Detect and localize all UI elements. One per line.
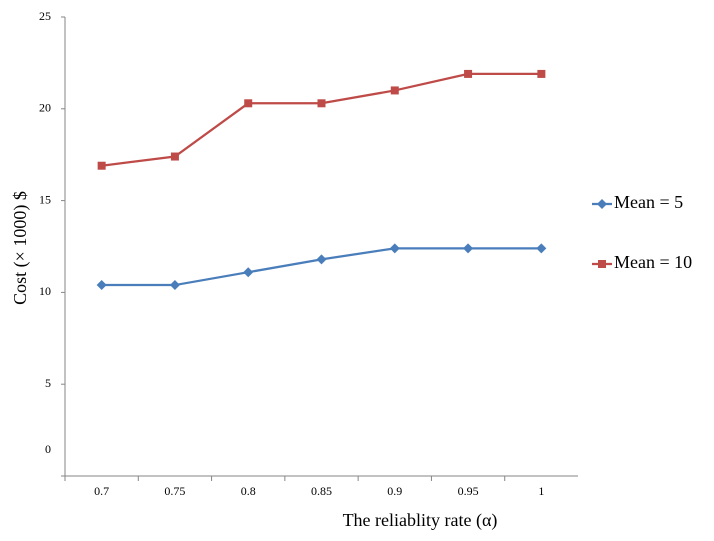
y-tick-label: 0: [45, 442, 51, 456]
legend-marker: [597, 199, 607, 209]
legend-label: Mean = 5: [614, 192, 683, 212]
series-line: [101, 247, 542, 287]
y-tick-label: 5: [45, 376, 51, 390]
point-marker: [389, 243, 400, 254]
x-tick-label: 0.95: [458, 484, 479, 498]
legend-marker: [598, 260, 606, 268]
x-tick-label: 0.7: [94, 484, 109, 498]
x-tick-label: 1: [538, 484, 544, 498]
point-marker: [390, 86, 399, 95]
point-marker: [169, 280, 180, 291]
point-marker: [244, 99, 253, 108]
point-marker: [317, 99, 326, 108]
point-marker: [243, 267, 254, 278]
x-axis-title: The reliablity rate (α): [343, 510, 498, 531]
y-tick-label: 15: [39, 192, 51, 206]
x-tick-label: 0.8: [241, 484, 256, 498]
point-marker: [96, 280, 107, 291]
y-axis-title: Cost (× 1000) $: [10, 191, 31, 305]
point-marker: [463, 243, 474, 254]
legend-label: Mean = 10: [614, 252, 692, 272]
point-marker: [316, 254, 327, 265]
series-line: [101, 72, 542, 167]
point-marker: [537, 69, 546, 78]
x-tick-label: 0.9: [387, 484, 402, 498]
y-tick-label: 25: [39, 9, 51, 23]
point-marker: [464, 69, 473, 78]
point-marker: [170, 152, 179, 161]
y-tick-label: 10: [39, 284, 51, 298]
y-tick-label: 20: [39, 101, 51, 115]
x-tick-label: 0.75: [164, 484, 185, 498]
x-tick-label: 0.85: [311, 484, 332, 498]
point-marker: [536, 243, 547, 254]
point-marker: [97, 161, 106, 170]
